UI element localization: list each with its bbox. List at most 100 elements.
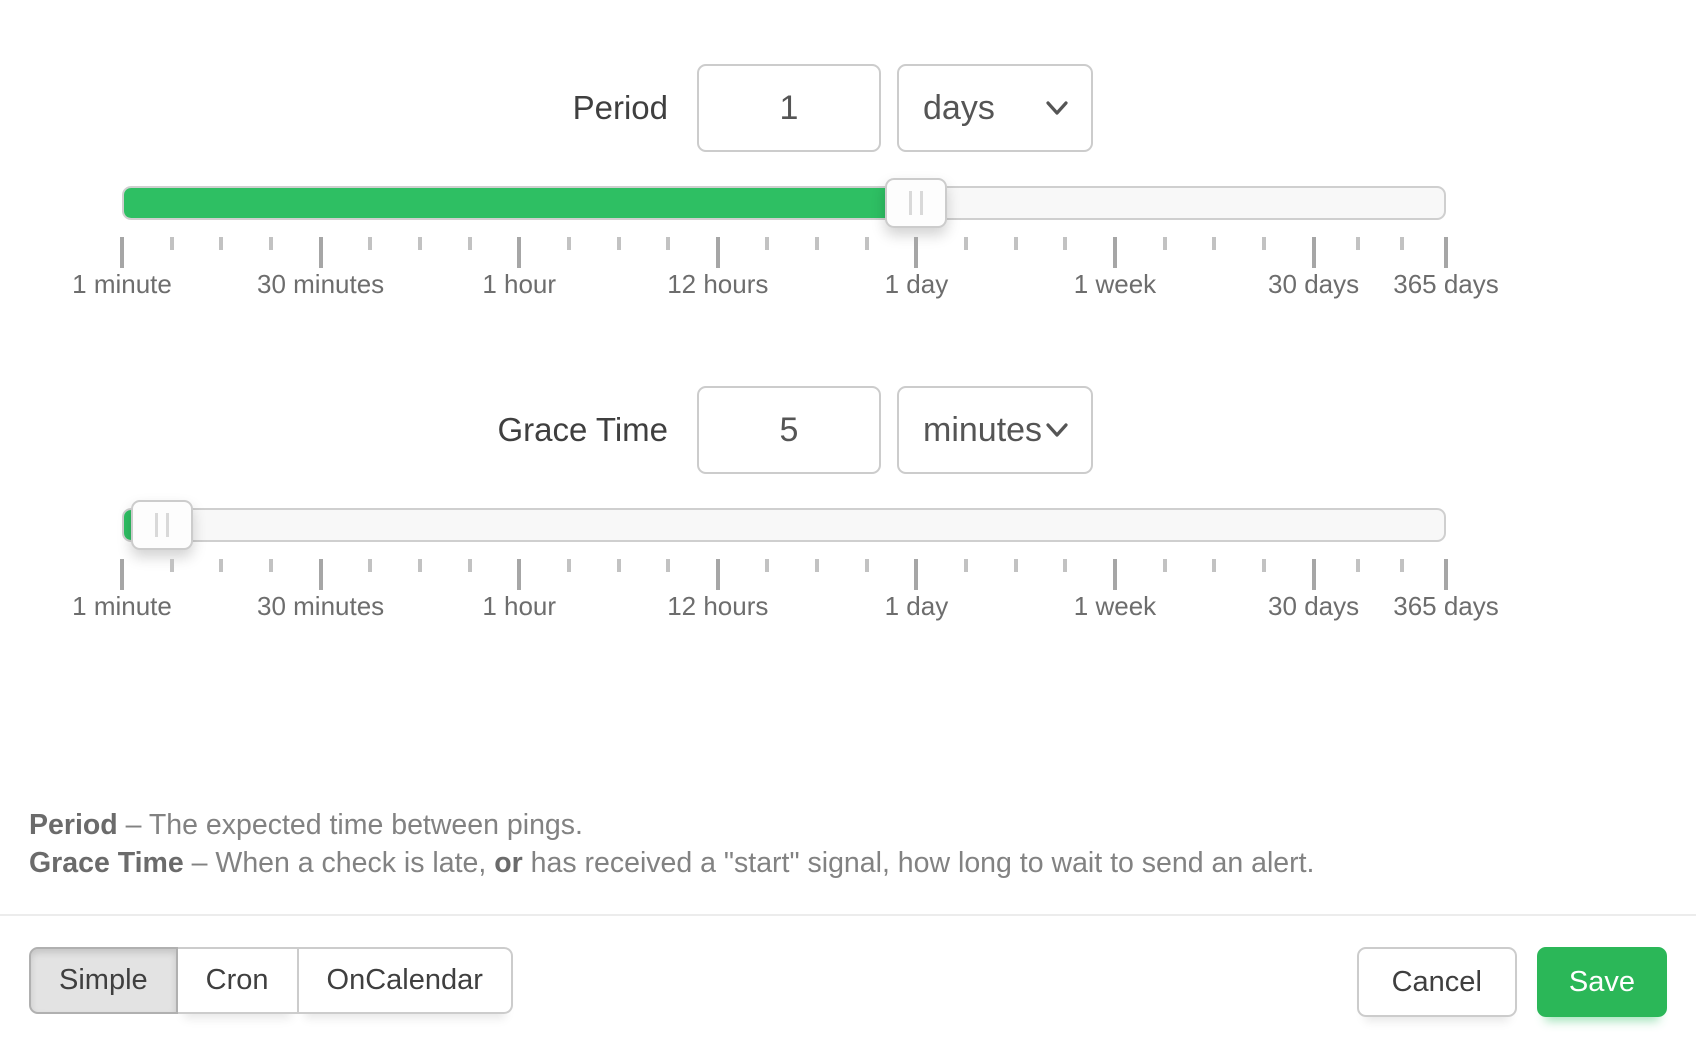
major-tick	[1311, 559, 1316, 590]
mode-button-oncalendar[interactable]: OnCalendar	[296, 947, 513, 1014]
minor-tick	[169, 237, 174, 250]
schedule-mode-group: Simple Cron OnCalendar	[29, 947, 513, 1014]
save-button[interactable]: Save	[1536, 947, 1667, 1017]
major-tick	[120, 237, 124, 268]
major-tick	[914, 237, 919, 268]
grace-value-input[interactable]	[697, 386, 881, 474]
grace-field-row: Grace Time minutes	[0, 386, 1696, 474]
grace-unit-value: minutes	[923, 410, 1043, 449]
major-tick	[1444, 559, 1448, 590]
major-tick	[914, 559, 919, 590]
minor-tick	[616, 237, 621, 250]
minor-tick	[1212, 559, 1217, 572]
grip-icon	[909, 191, 913, 215]
grace-slider-handle[interactable]	[130, 500, 193, 550]
grace-slider-track[interactable]	[122, 508, 1446, 542]
period-slider-track[interactable]	[122, 186, 1446, 220]
tick-label: 1 day	[884, 591, 949, 621]
minor-tick	[368, 237, 373, 250]
period-unit-value: days	[923, 88, 995, 127]
minor-tick	[1063, 559, 1068, 572]
major-tick	[1444, 237, 1448, 268]
minor-tick	[467, 559, 472, 572]
grace-slider: 1 minute 30 minutes 1 hour 12 hours 1 day 1 w…	[72, 500, 1499, 738]
mode-button-cron[interactable]: Cron	[175, 947, 299, 1014]
tick-label: 12 hours	[667, 591, 769, 621]
tick-label: 1 minute	[72, 591, 172, 621]
minor-tick	[219, 237, 224, 250]
minor-tick	[1063, 237, 1068, 250]
tick-label: 1 week	[1073, 591, 1157, 621]
help-text: Period – The expected time between pings…	[29, 806, 1314, 882]
minor-tick	[666, 237, 671, 250]
major-tick	[318, 559, 323, 590]
grace-help-line: Grace Time – When a check is late, or ha…	[29, 847, 1315, 879]
minor-tick	[616, 559, 621, 572]
minor-tick	[1399, 237, 1404, 250]
chevron-down-icon	[1046, 101, 1068, 115]
period-slider-handle[interactable]	[885, 178, 948, 228]
minor-tick	[765, 237, 770, 250]
minor-tick	[1162, 237, 1167, 250]
minor-tick	[765, 559, 770, 572]
tick-label: 30 minutes	[257, 269, 385, 299]
period-help-term: Period	[29, 809, 118, 841]
grace-help-term: Grace Time	[29, 847, 184, 879]
grip-icon	[165, 513, 169, 537]
major-tick	[1311, 237, 1316, 268]
tick-label: 1 day	[884, 269, 949, 299]
minor-tick	[566, 559, 571, 572]
grip-icon	[920, 191, 924, 215]
major-tick	[517, 559, 522, 590]
period-slider-tick-labels: 1 minute 30 minutes 1 hour 12 hours 1 day 1 w…	[72, 269, 1499, 301]
minor-tick	[1212, 237, 1217, 250]
tick-label: 365 days	[1393, 591, 1499, 621]
minor-tick	[566, 237, 571, 250]
minor-tick	[666, 559, 671, 572]
minor-tick	[864, 237, 869, 250]
footer-divider	[0, 914, 1696, 916]
major-tick	[120, 559, 124, 590]
period-field-row: Period days	[0, 64, 1696, 152]
minor-tick	[964, 237, 969, 250]
minor-tick	[368, 559, 373, 572]
footer-actions: Cancel Save	[1356, 947, 1667, 1017]
tick-label: 30 minutes	[257, 591, 385, 621]
grace-unit-select[interactable]: minutes	[897, 386, 1093, 474]
major-tick	[1113, 559, 1117, 590]
minor-tick	[964, 559, 969, 572]
minor-tick	[1162, 559, 1167, 572]
minor-tick	[467, 237, 472, 250]
period-unit-select[interactable]: days	[897, 64, 1093, 152]
minor-tick	[1013, 559, 1018, 572]
major-tick	[318, 237, 323, 268]
mode-button-simple[interactable]: Simple	[29, 947, 178, 1014]
minor-tick	[815, 559, 820, 572]
period-label: Period	[572, 89, 668, 126]
minor-tick	[864, 559, 869, 572]
minor-tick	[268, 237, 273, 250]
minor-tick	[1355, 237, 1360, 250]
grace-label: Grace Time	[497, 411, 668, 448]
minor-tick	[1261, 559, 1266, 572]
tick-label: 1 hour	[482, 269, 557, 299]
minor-tick	[169, 559, 174, 572]
chevron-down-icon	[1046, 423, 1068, 437]
tick-label: 1 minute	[72, 269, 172, 299]
tick-label: 365 days	[1393, 269, 1499, 299]
minor-tick	[1013, 237, 1018, 250]
minor-tick	[219, 559, 224, 572]
cancel-button[interactable]: Cancel	[1356, 947, 1517, 1017]
period-value-input[interactable]	[697, 64, 881, 152]
major-tick	[715, 559, 720, 590]
tick-label: 1 hour	[482, 591, 557, 621]
major-tick	[1113, 237, 1117, 268]
tick-label: 12 hours	[667, 269, 769, 299]
tick-label: 1 week	[1073, 269, 1157, 299]
grace-slider-tick-labels: 1 minute 30 minutes 1 hour 12 hours 1 day 1 w…	[72, 591, 1499, 623]
period-slider-fill	[124, 188, 916, 218]
period-slider-ticks	[120, 237, 1448, 269]
period-slider: 1 minute 30 minutes 1 hour 12 hours 1 day 1 w…	[72, 178, 1499, 416]
major-tick	[517, 237, 522, 268]
